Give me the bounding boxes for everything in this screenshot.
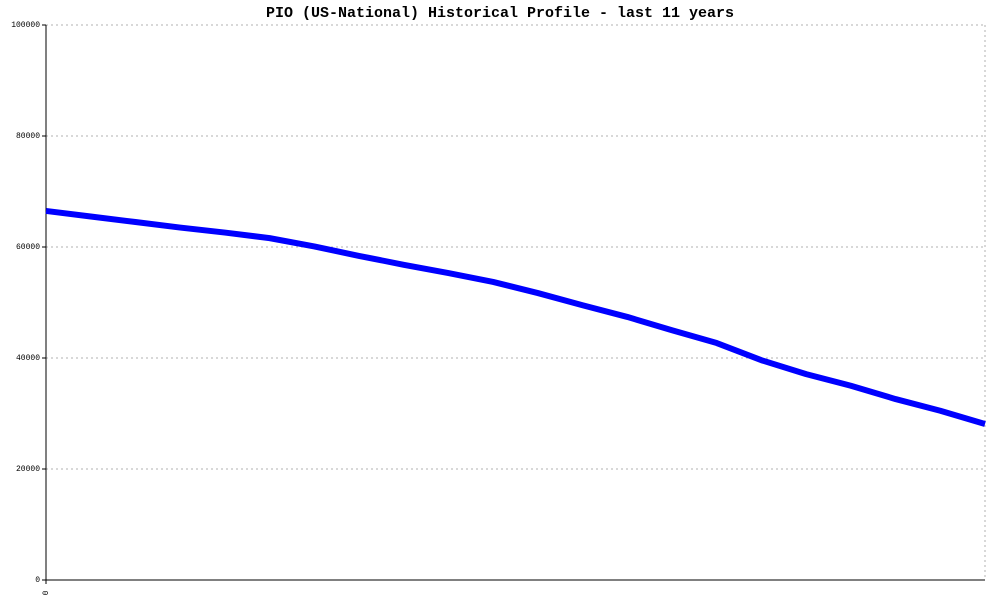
y-tick-label: 20000	[16, 465, 40, 474]
line	[45, 207, 986, 427]
y-tick-label: 40000	[16, 354, 40, 363]
y-tick-label: 100000	[11, 21, 40, 30]
y-tick-label: 80000	[16, 132, 40, 141]
chart-title: PIO (US-National) Historical Profile - l…	[266, 5, 734, 22]
x-tick-label: 0	[42, 590, 51, 595]
y-tick-label: 60000	[16, 243, 40, 252]
y-tick-label: 0	[35, 576, 40, 585]
